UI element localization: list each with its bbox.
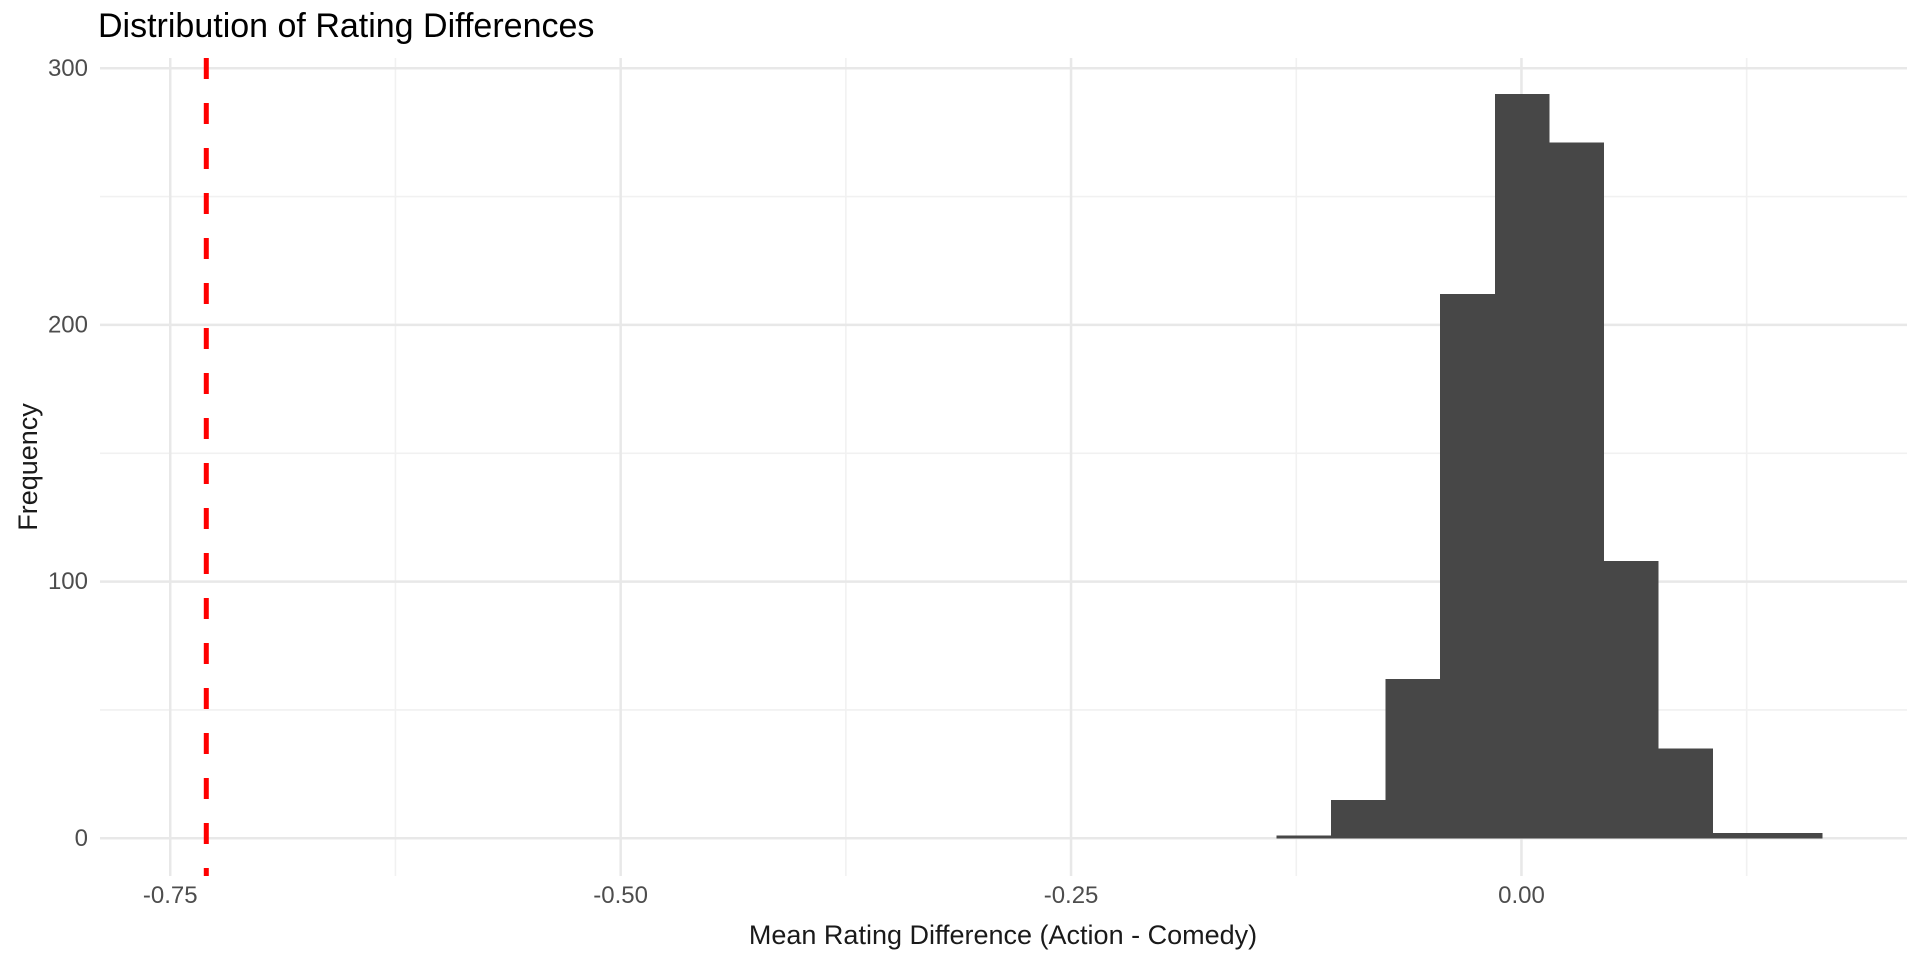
x-tick-label: 0.00 — [1498, 882, 1545, 909]
y-axis-title: Frequency — [13, 403, 43, 531]
y-tick-label: 0 — [75, 825, 88, 852]
histogram-bar — [1767, 833, 1823, 839]
x-tick-label: -0.75 — [143, 882, 198, 909]
chart-title: Distribution of Rating Differences — [98, 7, 594, 45]
gridlines-minor — [100, 58, 1907, 876]
histogram-bar — [1713, 833, 1768, 839]
y-axis-tick-labels: 0 100 200 300 — [48, 55, 88, 852]
histogram-bars — [1276, 93, 1823, 839]
y-tick-label: 200 — [48, 311, 88, 338]
x-axis-tick-labels: -0.75 -0.50 -0.25 0.00 — [143, 882, 1545, 909]
histogram-bar — [1549, 142, 1604, 839]
histogram-bar — [1440, 294, 1495, 839]
histogram-bar — [1603, 561, 1659, 839]
y-tick-label: 100 — [48, 568, 88, 595]
histogram-bar — [1385, 679, 1441, 839]
histogram-bar — [1276, 835, 1332, 839]
x-tick-label: -0.50 — [593, 882, 648, 909]
y-tick-label: 300 — [48, 55, 88, 82]
histogram-bar — [1331, 799, 1386, 839]
x-tick-label: -0.25 — [1044, 882, 1099, 909]
x-axis-title: Mean Rating Difference (Action - Comedy) — [749, 920, 1257, 950]
histogram-bar — [1494, 93, 1550, 839]
histogram-bar — [1658, 748, 1714, 839]
